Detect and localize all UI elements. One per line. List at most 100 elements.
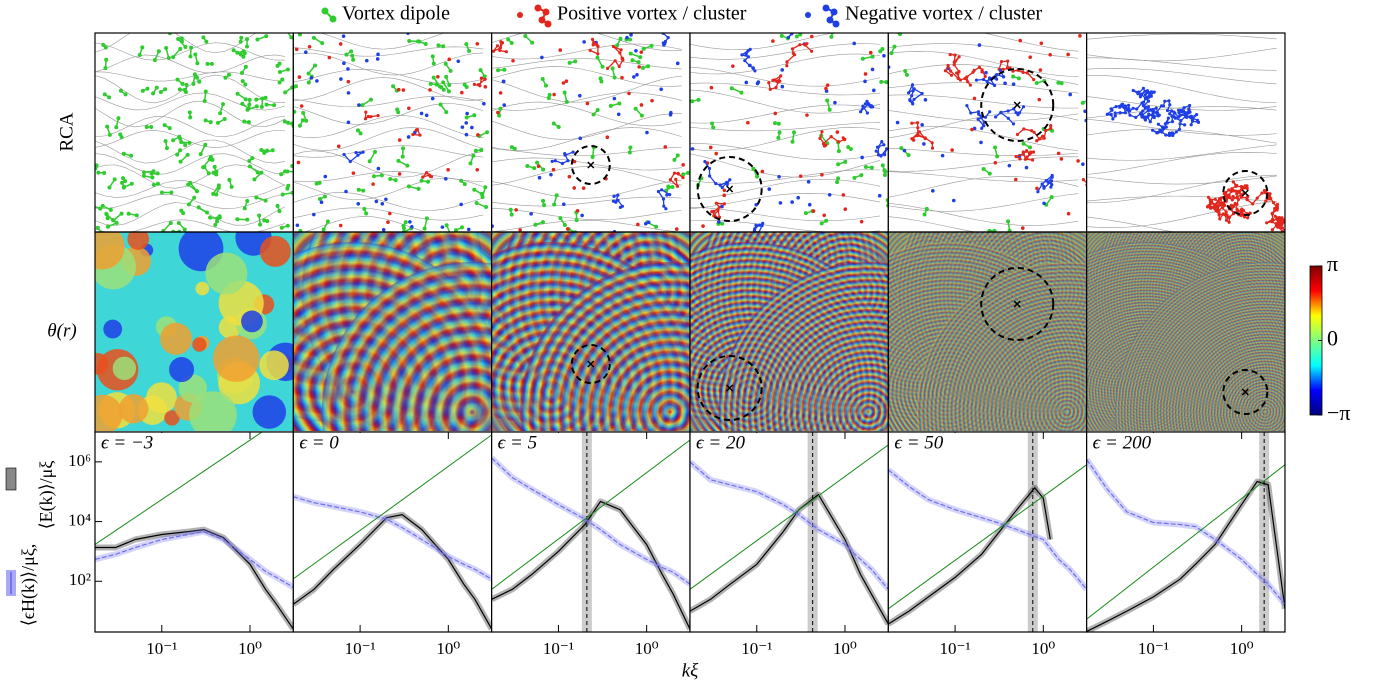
dipole bbox=[196, 205, 201, 210]
cluster bbox=[596, 52, 600, 56]
vortex bbox=[307, 44, 312, 49]
vortex bbox=[635, 72, 639, 77]
dipole bbox=[301, 110, 306, 115]
cluster bbox=[876, 153, 881, 157]
phase-map bbox=[888, 232, 1087, 431]
vortex bbox=[380, 201, 385, 206]
cluster bbox=[717, 205, 721, 209]
cluster bbox=[818, 136, 822, 140]
cluster bbox=[566, 159, 570, 163]
vortex bbox=[581, 186, 586, 190]
dipole bbox=[188, 54, 193, 59]
cluster bbox=[1050, 183, 1054, 187]
dipole bbox=[168, 33, 171, 34]
dipole bbox=[321, 227, 326, 232]
cluster bbox=[793, 53, 797, 57]
phase-map bbox=[1086, 232, 1285, 431]
dipole bbox=[879, 79, 884, 84]
cluster-center bbox=[1013, 300, 1021, 308]
x-axis-label: kξ bbox=[682, 660, 699, 681]
cluster bbox=[910, 121, 914, 125]
cluster bbox=[1002, 75, 1006, 79]
cluster bbox=[1273, 206, 1277, 211]
vortex bbox=[424, 113, 429, 118]
vortex bbox=[1068, 92, 1073, 97]
dipole bbox=[426, 179, 431, 184]
cluster bbox=[550, 159, 554, 163]
cluster-circle bbox=[980, 267, 1055, 341]
dipole bbox=[441, 44, 446, 49]
streamline bbox=[293, 103, 484, 125]
cluster-center bbox=[1013, 101, 1021, 109]
cluster bbox=[994, 115, 998, 119]
cluster bbox=[993, 83, 997, 88]
dipole bbox=[168, 220, 173, 225]
cluster bbox=[1131, 88, 1135, 93]
x-tick-label: 10⁰ bbox=[238, 639, 262, 658]
vortex bbox=[1083, 109, 1087, 114]
vortex bbox=[447, 57, 452, 62]
dipole bbox=[836, 162, 841, 167]
vortex bbox=[612, 96, 617, 101]
streamline bbox=[888, 216, 977, 232]
dipole bbox=[1006, 219, 1011, 224]
dipole bbox=[301, 26, 305, 30]
vortex bbox=[1066, 52, 1070, 57]
series-line bbox=[689, 461, 889, 590]
dipole bbox=[95, 163, 99, 168]
vortex bbox=[396, 87, 401, 92]
cluster bbox=[1014, 154, 1018, 159]
cluster bbox=[1165, 108, 1170, 113]
cluster bbox=[957, 55, 961, 59]
cluster bbox=[1173, 116, 1177, 120]
vortex bbox=[720, 204, 724, 209]
cluster bbox=[410, 24, 413, 27]
dipole bbox=[439, 85, 444, 90]
cluster bbox=[915, 134, 919, 138]
cluster bbox=[957, 70, 961, 74]
cluster bbox=[1031, 158, 1035, 162]
cluster bbox=[1146, 115, 1150, 119]
cluster bbox=[1160, 125, 1165, 129]
dipole bbox=[506, 37, 511, 42]
dipole bbox=[485, 130, 490, 135]
cluster bbox=[1189, 123, 1193, 127]
dipole bbox=[187, 110, 192, 115]
cluster bbox=[725, 180, 729, 184]
vortex bbox=[669, 110, 673, 115]
cluster bbox=[342, 152, 346, 157]
cluster bbox=[1137, 90, 1141, 94]
cluster bbox=[1163, 122, 1167, 126]
dipole bbox=[922, 212, 927, 217]
dipole bbox=[892, 44, 897, 49]
cluster bbox=[982, 77, 986, 82]
dipole bbox=[423, 42, 428, 47]
dipole bbox=[158, 90, 163, 95]
vortex bbox=[841, 193, 846, 197]
dipole bbox=[416, 186, 421, 191]
dipole bbox=[627, 150, 632, 155]
vortex bbox=[1076, 159, 1080, 163]
vortex bbox=[502, 103, 507, 107]
dipole bbox=[204, 210, 209, 215]
cluster bbox=[955, 71, 959, 75]
dipole bbox=[306, 71, 311, 76]
cluster bbox=[784, 24, 787, 27]
streamline bbox=[95, 193, 286, 210]
dipole bbox=[289, 121, 294, 126]
cluster bbox=[1196, 118, 1200, 122]
cluster bbox=[798, 43, 802, 47]
dipole bbox=[401, 146, 406, 151]
cluster bbox=[1128, 113, 1132, 117]
cluster bbox=[1110, 108, 1114, 112]
dipole bbox=[100, 203, 105, 208]
cluster bbox=[757, 223, 762, 227]
vortex bbox=[357, 103, 361, 107]
phase-blob bbox=[195, 281, 210, 296]
vortex bbox=[567, 174, 572, 179]
cluster bbox=[1155, 110, 1159, 114]
dipole bbox=[591, 112, 596, 117]
streamline bbox=[95, 100, 286, 128]
dipole bbox=[252, 177, 257, 182]
cluster bbox=[1170, 120, 1175, 124]
